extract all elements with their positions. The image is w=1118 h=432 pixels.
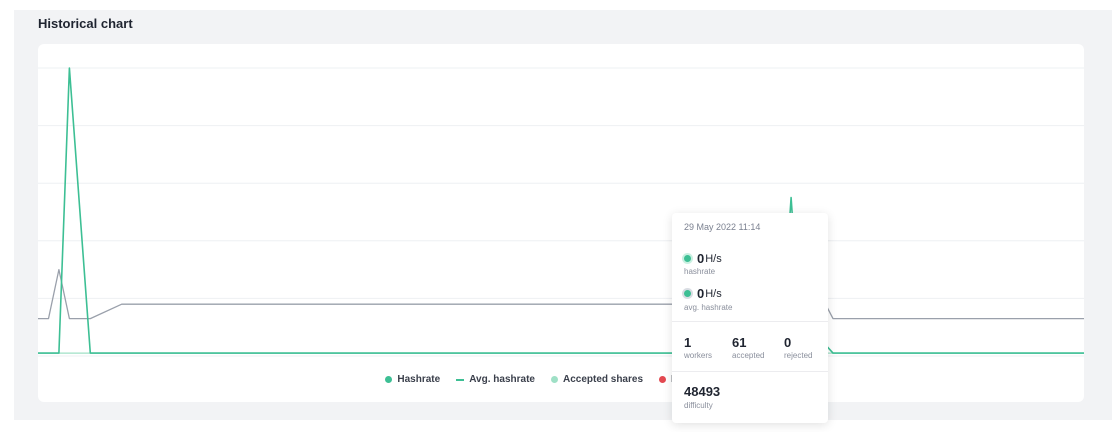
legend-label: Hashrate: [397, 374, 441, 385]
avg-hashrate-dot-icon: [684, 290, 691, 297]
hashrate-dot-icon: [684, 255, 691, 262]
historical-line-chart[interactable]: [38, 44, 1084, 402]
legend-dot-icon: [385, 376, 393, 383]
tooltip-avg-label: avg. hashrate: [684, 303, 733, 312]
section-title: Historical chart: [38, 16, 133, 31]
legend-item[interactable]: Accepted shares: [550, 374, 644, 385]
legend-item[interactable]: Hashrate: [385, 374, 440, 385]
chart-tooltip: 29 May 2022 11:14 0 H/s hashrate 0 H/s a…: [672, 213, 828, 423]
tooltip-avg-value: 0: [697, 286, 705, 301]
tooltip-hashrate-unit: H/s: [705, 252, 722, 265]
tooltip-avg-row: 0 H/s: [684, 286, 722, 301]
tooltip-avg-unit: H/s: [705, 287, 722, 300]
tooltip-workers-label: workers: [684, 351, 713, 360]
legend-item[interactable]: Avg. hashrate: [456, 374, 535, 385]
series-line-accepted-shares: [38, 297, 1084, 354]
historical-chart-section: Historical chart Hashrate Avg. hashrate Ac…: [14, 10, 1112, 420]
tooltip-difficulty-value: 48493: [684, 384, 721, 399]
tooltip-accepted-label: accepted: [732, 351, 765, 360]
series-line-hashrate: [38, 67, 1084, 354]
tooltip-divider: [672, 321, 828, 322]
tooltip-hashrate-label: hashrate: [684, 267, 716, 276]
tooltip-hashrate-row: 0 H/s: [684, 251, 722, 266]
tooltip-workers-value: 1: [684, 335, 692, 350]
tooltip-divider-2: [672, 371, 828, 372]
tooltip-date: 29 May 2022 11:14: [684, 222, 761, 232]
series-line-avg-hashrate: [38, 268, 1084, 320]
tooltip-difficulty-label: difficulty: [684, 401, 713, 410]
tooltip-hashrate-value: 0: [697, 251, 705, 266]
legend-dot-icon: [550, 376, 558, 383]
legend-dot-icon: [659, 376, 667, 383]
legend-dash-icon: [456, 378, 465, 381]
legend-label: Avg. hashrate: [469, 374, 535, 385]
tooltip-rejected-value: 0: [784, 335, 792, 350]
legend-label: Accepted shares: [562, 374, 644, 385]
tooltip-accepted-value: 61: [732, 335, 747, 350]
tooltip-rejected-label: rejected: [784, 351, 813, 360]
